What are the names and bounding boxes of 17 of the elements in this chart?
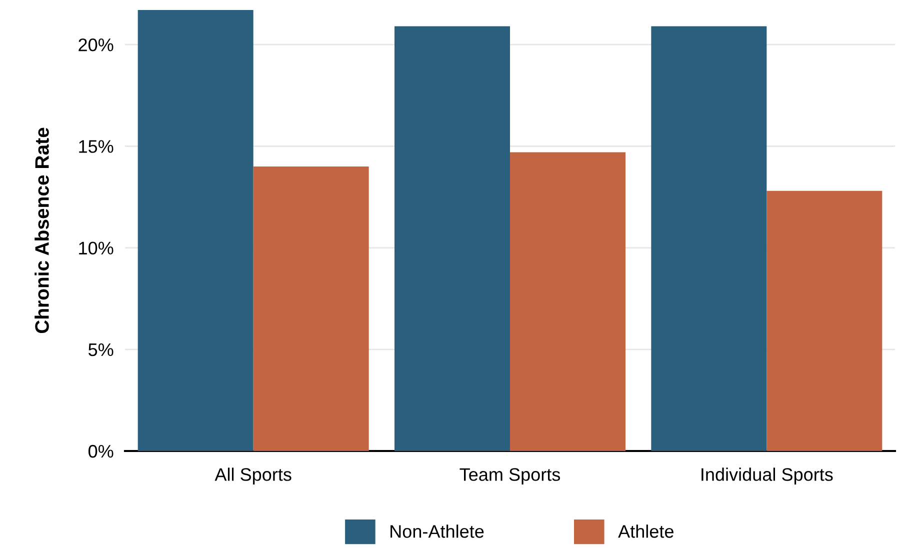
bar xyxy=(766,190,882,451)
y-axis-title: Chronic Absence Rate xyxy=(34,128,49,334)
y-tick-label: 20% xyxy=(78,38,114,52)
legend-label: Non-Athlete xyxy=(390,524,484,538)
x-tick-label: All Sports xyxy=(214,468,292,484)
bar xyxy=(651,26,767,451)
y-tick-label: 10% xyxy=(79,242,114,254)
x-tick-label: Individual Sports xyxy=(702,468,833,484)
y-tick-label: 0% xyxy=(88,444,114,458)
bar xyxy=(510,152,626,451)
bar xyxy=(138,10,254,451)
bar xyxy=(253,166,369,451)
y-tick-label: 5% xyxy=(88,343,114,356)
bar xyxy=(394,26,510,451)
legend-label: Athlete xyxy=(618,524,674,538)
y-tick-label: 15% xyxy=(79,140,114,153)
x-tick-label: Team Sports xyxy=(460,468,560,484)
